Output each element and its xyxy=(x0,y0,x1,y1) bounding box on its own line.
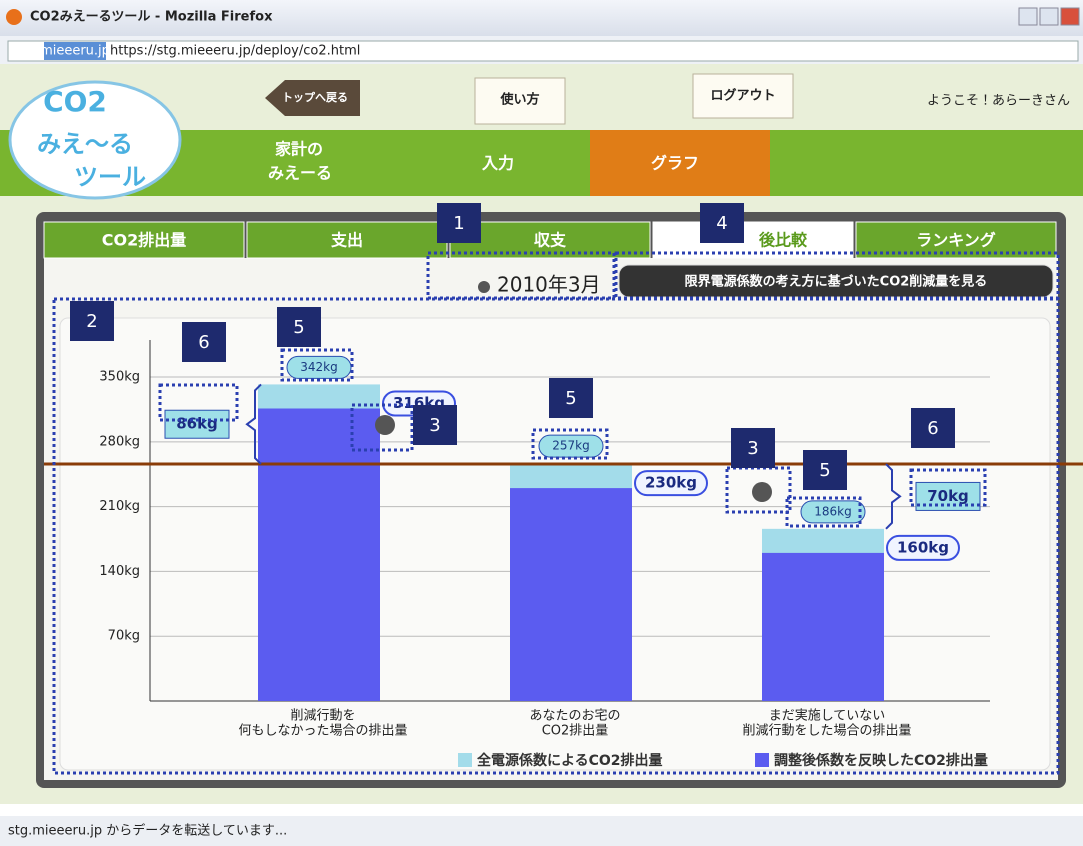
bar xyxy=(258,408,380,701)
nav-home[interactable]: 家計の xyxy=(275,140,323,159)
x-tick-label: CO2排出量 xyxy=(542,724,609,739)
tab-label: CO2排出量 xyxy=(102,231,186,250)
y-tick-label: 70kg xyxy=(108,629,140,644)
callout-number: 3 xyxy=(747,438,758,459)
logo-co2: CO2 xyxy=(43,85,107,118)
x-tick-label: 何もしなかった場合の排出量 xyxy=(238,723,407,739)
x-tick-label: あなたのお宅の xyxy=(529,709,620,724)
url: https://stg.mieeeru.jp/deploy/co2.html xyxy=(110,44,360,59)
bar xyxy=(510,488,632,701)
callout-number: 5 xyxy=(293,317,304,338)
zoom-icon[interactable] xyxy=(375,415,395,435)
legend-label: 全電源係数によるCO2排出量 xyxy=(477,752,663,769)
nav-item[interactable]: グラフ xyxy=(651,154,699,173)
annotation: 86kg xyxy=(176,415,218,433)
y-tick-label: 350kg xyxy=(99,370,140,385)
logo-line: みえ～る xyxy=(37,130,133,158)
window-title: CO2みえーるツール - Mozilla Firefox xyxy=(30,10,273,25)
status-text: stg.mieeeru.jp からデータを転送しています... xyxy=(8,823,287,839)
legend-swatch xyxy=(755,753,769,767)
minimize-button[interactable] xyxy=(1019,8,1037,25)
tab-label: ランキング xyxy=(916,231,996,250)
tab-label: 収支 xyxy=(534,231,567,250)
logo-line: ツール xyxy=(74,163,146,191)
help-label: 使い方 xyxy=(499,92,539,108)
screen: CO2みえーるツール - Mozilla Firefox mieeeru.jp … xyxy=(0,0,1083,846)
y-tick-label: 140kg xyxy=(99,564,140,579)
marginal-label: 限界電源係数の考え方に基づいたCO2削減量を見る xyxy=(685,274,988,290)
annotation: 70kg xyxy=(927,487,969,505)
nav-item[interactable]: 入力 xyxy=(481,154,514,173)
back-label: トップへ戻る xyxy=(282,90,348,104)
welcome: ようこそ！あらーきさん xyxy=(927,94,1070,109)
bar xyxy=(762,553,884,701)
value-label: 257kg xyxy=(552,439,589,453)
firefox-icon xyxy=(6,9,22,25)
logout-label: ログアウト xyxy=(710,88,775,104)
x-tick-label: 削減行動を xyxy=(290,708,355,724)
y-tick-label: 210kg xyxy=(99,499,140,514)
date: 2010年3月 xyxy=(497,273,601,297)
value-label: 160kg xyxy=(897,538,949,556)
zoom-icon[interactable] xyxy=(752,482,772,502)
x-tick-label: 削減行動をした場合の排出量 xyxy=(742,723,911,739)
x-tick-label: まだ実施していない xyxy=(769,708,886,724)
y-tick-label: 280kg xyxy=(99,434,140,449)
callout-number: 4 xyxy=(716,213,727,234)
legend-swatch xyxy=(458,753,472,767)
tab-label: 後比較 xyxy=(758,231,808,250)
page: {"window": {"title": "CO2みえーるツール - Mozil… xyxy=(0,0,1083,846)
maximize-button[interactable] xyxy=(1040,8,1058,25)
nav-home[interactable]: みえーる xyxy=(268,164,332,183)
tab-label: 支出 xyxy=(331,231,363,250)
callout-number: 6 xyxy=(927,418,938,439)
callout-number: 2 xyxy=(86,311,97,332)
prev-month[interactable] xyxy=(478,281,490,293)
value-label: 230kg xyxy=(645,474,697,492)
callout-number: 5 xyxy=(819,460,830,481)
callout-number: 6 xyxy=(198,332,209,353)
close-button[interactable] xyxy=(1061,8,1079,25)
legend-label: 調整後係数を反映したCO2排出量 xyxy=(774,752,988,769)
value-label: 342kg xyxy=(300,360,337,374)
value-label: 186kg xyxy=(814,504,851,518)
callout-number: 5 xyxy=(565,388,576,409)
callout-number: 1 xyxy=(453,213,464,234)
site-badge: mieeeru.jp xyxy=(40,44,110,59)
callout-number: 3 xyxy=(429,415,440,436)
